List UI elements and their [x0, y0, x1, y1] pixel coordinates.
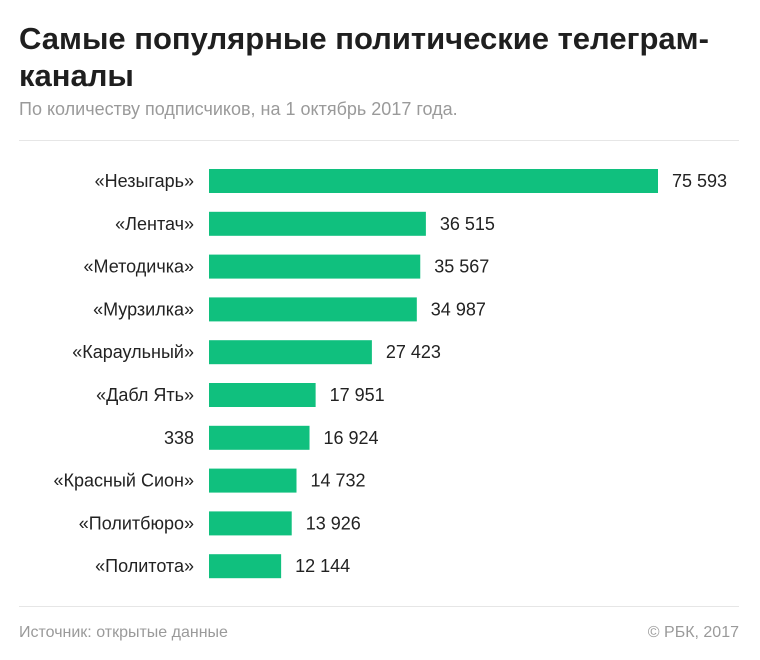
category-label: «Методичка»: [83, 257, 194, 277]
category-label: «Караульный»: [72, 342, 194, 362]
value-label: 27 423: [386, 342, 441, 362]
copyright-note: © РБК, 2017: [647, 624, 739, 641]
category-label: «Красный Сион»: [54, 471, 194, 491]
bar: [209, 254, 421, 279]
value-label: 34 987: [431, 299, 486, 319]
top-divider: [19, 140, 739, 141]
category-label: «Политота»: [95, 556, 194, 576]
bar: [209, 340, 372, 365]
bar: [209, 297, 417, 322]
category-label: «Мурзилка»: [93, 299, 194, 319]
value-label: 16 924: [324, 428, 379, 448]
value-label: 35 567: [434, 257, 489, 277]
value-label: 12 144: [295, 556, 350, 576]
bar: [209, 511, 292, 536]
value-label: 36 515: [440, 214, 495, 234]
category-label: «Лентач»: [115, 214, 194, 234]
category-label: «Политбюро»: [79, 513, 194, 533]
bar: [209, 211, 426, 236]
chart-title: Самые популярные политические телеграм-к…: [19, 21, 709, 93]
bar: [209, 169, 658, 193]
bar: [209, 554, 282, 579]
category-label: «Дабл Ять»: [96, 385, 194, 405]
bar: [209, 468, 297, 493]
category-label: «Незыгарь»: [95, 171, 194, 191]
category-label: 338: [164, 428, 194, 448]
bar: [209, 383, 316, 407]
bar: [209, 425, 310, 450]
value-label: 14 732: [311, 471, 366, 491]
bottom-divider: [19, 606, 739, 607]
value-label: 75 593: [672, 171, 727, 191]
value-label: 13 926: [306, 513, 361, 533]
value-label: 17 951: [330, 385, 385, 405]
source-note: Источник: открытые данные: [19, 624, 228, 641]
chart-subtitle: По количеству подписчиков, на 1 октябрь …: [19, 99, 458, 119]
